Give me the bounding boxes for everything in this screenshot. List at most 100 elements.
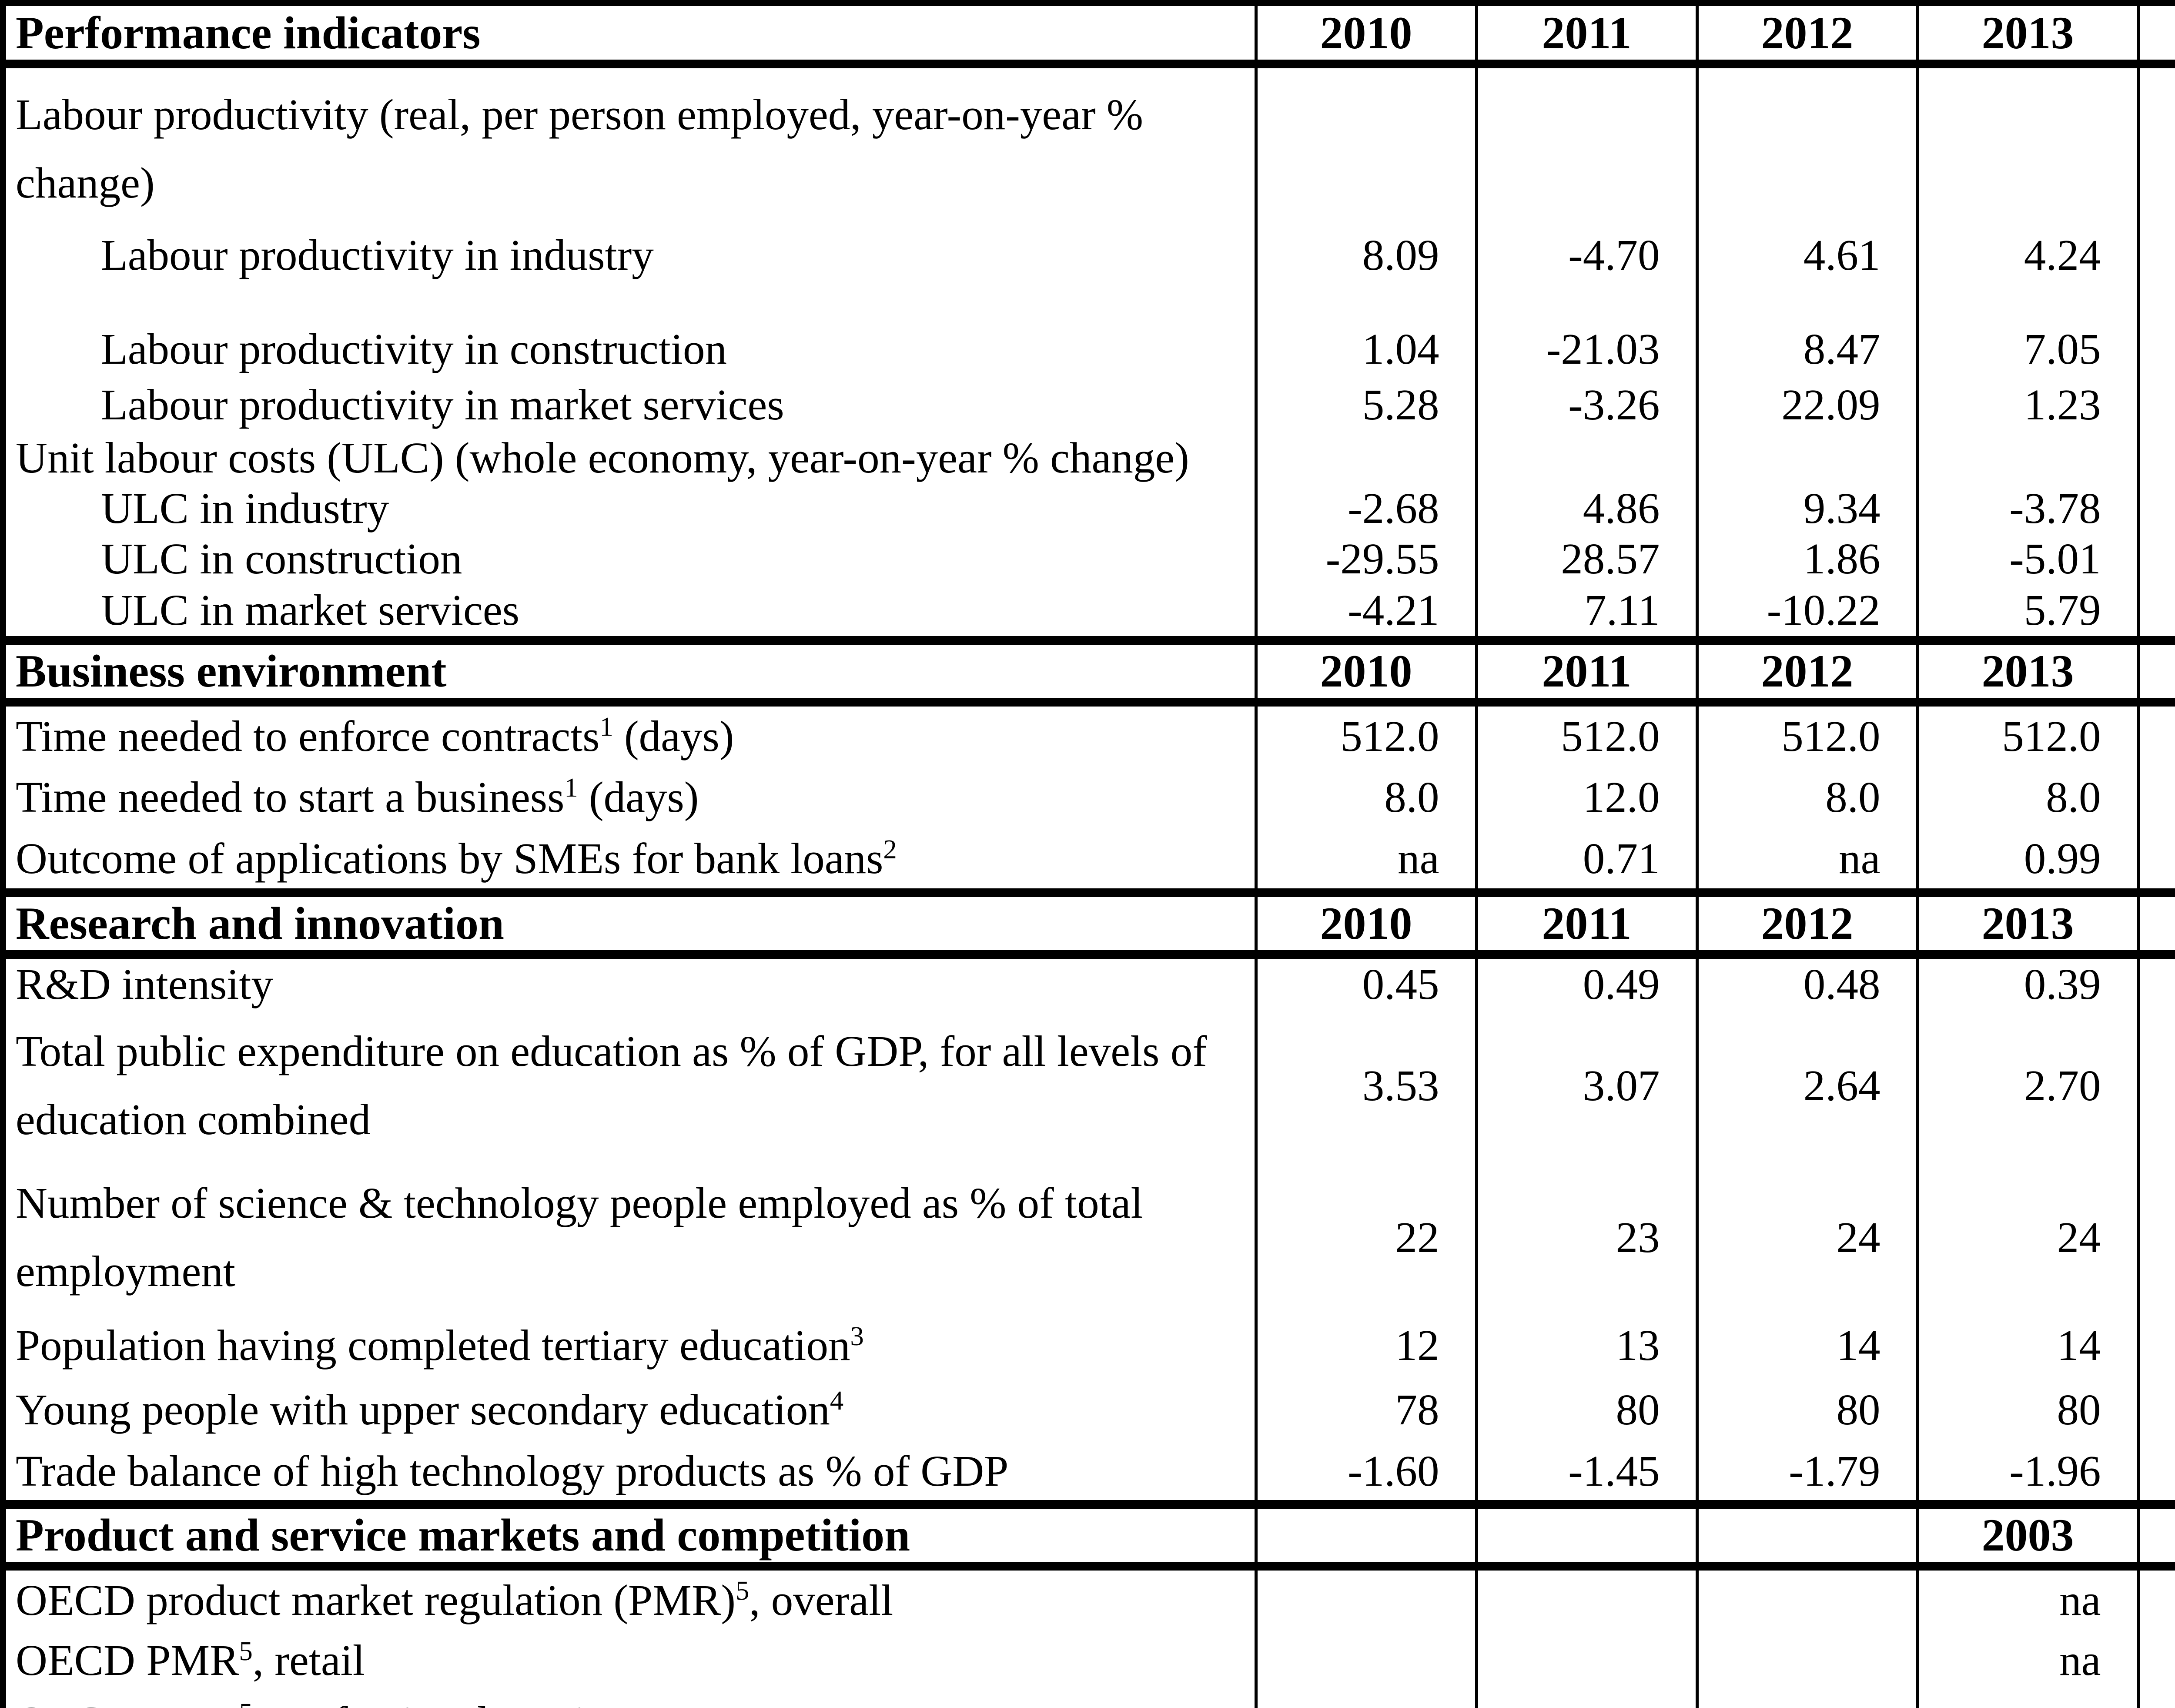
cell-value: 8.0 xyxy=(1695,765,1919,829)
section-title-product-service-markets: Product and service markets and competit… xyxy=(1,1500,1258,1571)
cell-value xyxy=(2136,432,2175,483)
cell-value: 7.11 xyxy=(1475,584,1699,641)
cell-value xyxy=(1475,1566,1699,1630)
cell-value xyxy=(1916,432,2140,483)
cell-value: 1.86 xyxy=(1695,533,1919,584)
cell-value: 24 xyxy=(1916,1161,2140,1313)
row-label-text: Population having completed tertiary edu… xyxy=(16,1321,850,1370)
cell-value: 0.39 xyxy=(1916,954,2140,1010)
cell-value: 0.71 xyxy=(1475,828,1699,893)
year-header: 2012 xyxy=(1695,636,1919,707)
cell-value: 512.0 xyxy=(1695,702,1919,766)
row-label: Unit labour costs (ULC) (whole economy, … xyxy=(1,432,1258,483)
cell-value: 7.70 xyxy=(2136,584,2175,641)
cell-value xyxy=(1916,64,2140,217)
table-row-labour-productivity-market-services: Labour productivity in market services 5… xyxy=(1,377,2175,433)
year-header: 2012 xyxy=(1695,888,1919,959)
table-row-pmr-retail: OECD PMR5, retail na na 1.80 xyxy=(1,1629,2175,1691)
cell-value: 14 xyxy=(1695,1313,1919,1378)
row-label-line2: employment xyxy=(16,1246,235,1296)
row-label-text: , retail xyxy=(252,1636,365,1685)
section-title-research-innovation: Research and innovation xyxy=(1,888,1258,959)
cell-value xyxy=(1254,432,1478,483)
year-header: 2011 xyxy=(1475,888,1699,959)
row-label: R&D intensity xyxy=(1,954,1258,1010)
table-row-start-business: Time needed to start a business1 (days) … xyxy=(1,765,2175,829)
row-label: Labour productivity in industry xyxy=(1,217,1258,322)
year-header: 2014 xyxy=(2136,3,2175,68)
year-header: 2013 xyxy=(1916,888,2140,959)
cell-value: 12 xyxy=(1254,1313,1478,1378)
cell-value: 12.0 xyxy=(1475,765,1699,829)
row-label-text: , professional services xyxy=(253,1698,642,1708)
year-header xyxy=(1475,1500,1699,1571)
row-label-line1: Number of science & technology people em… xyxy=(16,1179,1143,1228)
section-title-performance-indicators: Performance indicators xyxy=(1,3,1258,68)
cell-value: na xyxy=(1254,828,1478,893)
cell-value: -1.45 xyxy=(1475,1442,1699,1505)
table-row-labour-productivity-group: Labour productivity (real, per person em… xyxy=(1,64,2175,217)
cell-value: 1.04 xyxy=(1254,321,1478,377)
cell-value: 28.57 xyxy=(1475,533,1699,584)
cell-value: 1.67 xyxy=(2136,321,2175,377)
cell-value: 512.0 xyxy=(2136,702,2175,766)
cell-value: -21.03 xyxy=(1475,321,1699,377)
section-header-row-business-environment: Business environment 2010 2011 2012 2013… xyxy=(1,636,2175,707)
cell-value: na xyxy=(2136,1566,2175,1630)
table-row-education-expenditure: Total public expenditure on education as… xyxy=(1,1009,2175,1162)
cell-value: 2.70 xyxy=(1916,1009,2140,1162)
footnote-ref: 5 xyxy=(239,1698,253,1708)
cell-value: -5.01 xyxy=(1916,533,2140,584)
cell-value: 8.0 xyxy=(2136,765,2175,829)
cell-value: 22 xyxy=(1254,1161,1478,1313)
cell-value: 512.0 xyxy=(1254,702,1478,766)
row-label: OECD PMR5, retail xyxy=(1,1629,1258,1691)
row-label: Total public expenditure on education as… xyxy=(1,1009,1258,1162)
row-label: OECD product market regulation (PMR)5, o… xyxy=(1,1566,1258,1630)
cell-value: na xyxy=(2136,1629,2175,1691)
year-header: 2011 xyxy=(1475,636,1699,707)
row-label: Labour productivity in market services xyxy=(1,377,1258,433)
cell-value: 78 xyxy=(1254,1377,1478,1442)
cell-value: -29.55 xyxy=(1254,533,1478,584)
footnote-ref: 1 xyxy=(564,772,578,803)
cell-value: -2.68 xyxy=(1254,483,1478,534)
cell-value: 80 xyxy=(1475,1377,1699,1442)
year-header: 2014 xyxy=(2136,888,2175,959)
section-title-business-environment: Business environment xyxy=(1,636,1258,707)
year-header: 2014 xyxy=(2136,636,2175,707)
row-label-text: , overall xyxy=(749,1575,893,1624)
cell-value: 5.28 xyxy=(1254,377,1478,433)
cell-value xyxy=(1695,432,1919,483)
table-row-rd-intensity: R&D intensity 0.45 0.49 0.48 0.39 0.38 0… xyxy=(1,954,2175,1010)
cell-value: na xyxy=(1695,828,1919,893)
year-header: 2008 xyxy=(2136,1500,2175,1571)
table-row-enforce-contracts: Time needed to enforce contracts1 (days)… xyxy=(1,702,2175,766)
table-row-sme-bank-loans: Outcome of applications by SMEs for bank… xyxy=(1,828,2175,893)
cell-value: -0.35 xyxy=(2136,377,2175,433)
cell-value: -10.86 xyxy=(2136,533,2175,584)
cell-value: -1.66 xyxy=(2136,1442,2175,1505)
table-row-science-technology-employment: Number of science & technology people em… xyxy=(1,1161,2175,1313)
row-label-text: Outcome of applications by SMEs for bank… xyxy=(16,834,883,883)
row-label: Number of science & technology people em… xyxy=(1,1161,1258,1313)
cell-value xyxy=(1695,1566,1919,1630)
cell-value: 0.45 xyxy=(1254,954,1478,1010)
cell-value: 8.09 xyxy=(1254,217,1478,322)
footnote-ref: 3 xyxy=(850,1320,864,1351)
year-header xyxy=(1254,1500,1478,1571)
cell-value: 4.61 xyxy=(1695,217,1919,322)
row-label-line2: change) xyxy=(16,158,155,207)
table-row-high-tech-trade-balance: Trade balance of high technology product… xyxy=(1,1442,2175,1505)
year-header: 2010 xyxy=(1254,3,1478,68)
footnote-ref: 5 xyxy=(239,1635,253,1666)
cell-value xyxy=(1254,64,1478,217)
cell-value: 0.49 xyxy=(1475,954,1699,1010)
row-label-text: Time needed to enforce contracts xyxy=(16,711,600,760)
cell-value xyxy=(1475,64,1699,217)
table-row-pmr-overall: OECD product market regulation (PMR)5, o… xyxy=(1,1566,2175,1630)
cell-value: -1.60 xyxy=(1254,1442,1478,1505)
cell-value: 0.48 xyxy=(1695,954,1919,1010)
cell-value: -1.96 xyxy=(1916,1442,2140,1505)
